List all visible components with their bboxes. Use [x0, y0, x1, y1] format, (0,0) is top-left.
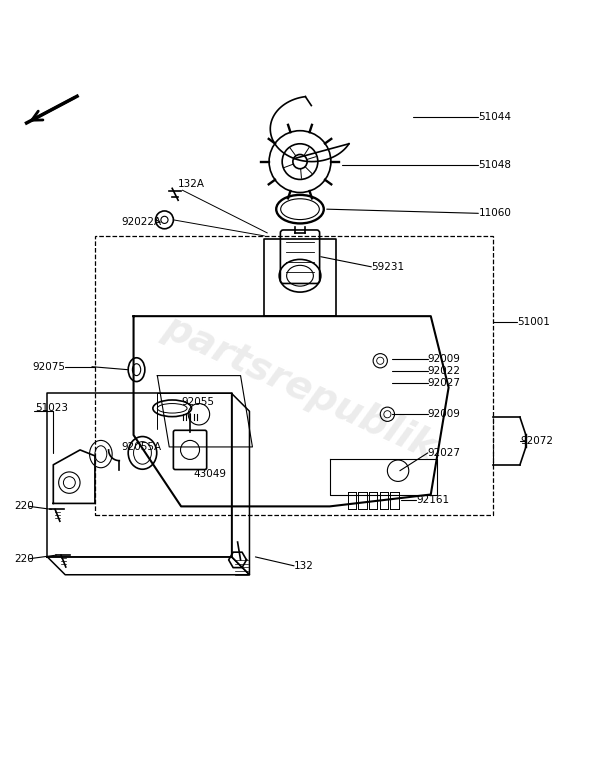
Text: 51044: 51044	[478, 112, 511, 122]
Text: 92009: 92009	[428, 409, 461, 419]
Text: 92027: 92027	[428, 377, 461, 388]
Text: 51023: 51023	[35, 403, 68, 413]
Text: 92075: 92075	[32, 362, 65, 372]
Text: 220: 220	[14, 553, 34, 563]
Text: 92055A: 92055A	[122, 442, 162, 452]
Text: 51048: 51048	[478, 160, 511, 170]
Text: 51001: 51001	[517, 317, 550, 327]
Text: 92161: 92161	[416, 495, 449, 505]
Text: 92022: 92022	[428, 366, 461, 376]
Text: 132A: 132A	[178, 179, 205, 189]
Text: 59231: 59231	[371, 262, 404, 272]
Text: partsrepublik: partsrepublik	[158, 308, 442, 467]
Text: 92022A: 92022A	[122, 217, 162, 227]
Text: 92072: 92072	[520, 436, 553, 446]
Text: 92027: 92027	[428, 448, 461, 458]
Text: 132: 132	[294, 561, 314, 571]
Text: 92055: 92055	[181, 397, 214, 407]
Text: 43049: 43049	[193, 469, 226, 479]
Text: 220: 220	[14, 501, 34, 512]
Text: 11060: 11060	[478, 208, 511, 219]
Text: 92009: 92009	[428, 354, 461, 364]
Bar	[95, 236, 493, 515]
